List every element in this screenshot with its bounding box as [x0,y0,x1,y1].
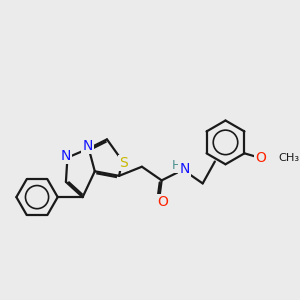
Text: O: O [255,151,266,165]
Text: N: N [61,149,71,163]
Text: N: N [179,161,190,176]
Text: CH₃: CH₃ [278,153,299,163]
Text: S: S [119,156,128,170]
Text: N: N [82,140,93,153]
Text: H: H [172,159,182,172]
Text: O: O [158,195,168,209]
